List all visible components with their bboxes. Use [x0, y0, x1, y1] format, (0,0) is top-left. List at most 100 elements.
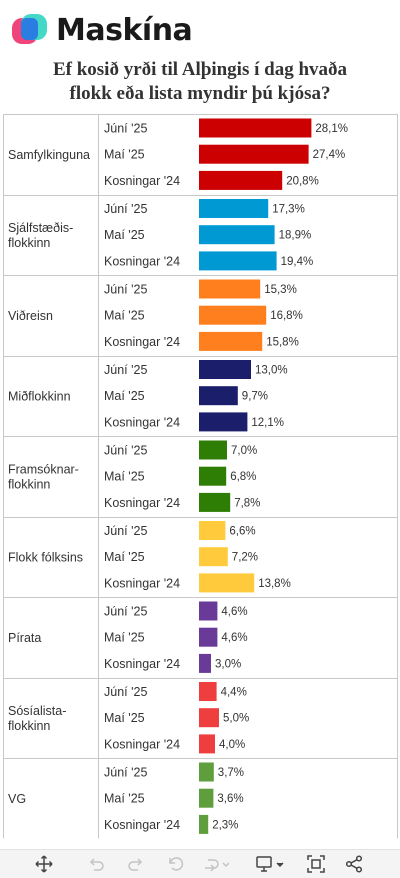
- party-label: Framsóknar-: [8, 462, 79, 476]
- move-icon[interactable]: [34, 854, 54, 874]
- bar: [199, 331, 263, 351]
- bar: [199, 573, 255, 593]
- value-label: 3,7%: [218, 767, 244, 779]
- party-label: Samfylkinguna: [8, 148, 90, 162]
- value-label: 17,3%: [272, 204, 305, 216]
- period-label: Maí '25: [104, 792, 145, 806]
- period-label: Júní '25: [104, 202, 147, 216]
- bar: [199, 466, 227, 486]
- download-icon[interactable]: [254, 854, 286, 874]
- party-label: Miðflokkinn: [8, 389, 71, 403]
- period-label: Kosningar '24: [104, 496, 180, 510]
- period-label: Júní '25: [104, 685, 147, 699]
- bar: [199, 601, 218, 621]
- bar: [199, 440, 227, 460]
- period-label: Kosningar '24: [104, 415, 180, 429]
- bar: [199, 734, 215, 754]
- value-label: 13,8%: [258, 578, 291, 590]
- bar: [199, 199, 269, 218]
- period-label: Maí '25: [104, 631, 145, 645]
- chart-title-line-1: Ef kosið yrði til Alþingis í dag hvaða: [52, 59, 348, 80]
- bar: [199, 521, 226, 540]
- period-label: Kosningar '24: [104, 254, 180, 268]
- value-label: 16,8%: [270, 310, 303, 322]
- value-label: 7,0%: [231, 445, 257, 457]
- value-label: 2,3%: [212, 819, 238, 831]
- value-label: 27,4%: [313, 149, 346, 161]
- period-label: Maí '25: [104, 389, 145, 403]
- bar: [199, 627, 218, 647]
- fullscreen-icon[interactable]: [306, 854, 326, 874]
- undo-icon[interactable]: [86, 854, 106, 874]
- value-label: 4,4%: [221, 687, 247, 699]
- period-label: Júní '25: [104, 122, 147, 136]
- bar: [199, 386, 238, 406]
- period-label: Maí '25: [104, 711, 145, 725]
- chart-title-line-2: flokk eða lista myndir þú kjósa?: [69, 83, 331, 104]
- bar: [199, 412, 248, 432]
- forward-icon[interactable]: [202, 854, 230, 874]
- value-label: 4,0%: [219, 739, 245, 751]
- redo-icon[interactable]: [126, 854, 146, 874]
- value-label: 13,0%: [255, 365, 288, 377]
- value-label: 7,8%: [234, 497, 260, 509]
- value-label: 5,0%: [223, 713, 249, 725]
- party-label: Flokk fólksins: [8, 550, 83, 564]
- bar: [199, 492, 231, 512]
- bar: [199, 547, 228, 567]
- value-label: 12,1%: [251, 417, 284, 429]
- bar: [199, 305, 267, 325]
- bar-chart: Samfylkinguna Júní '25 28,1% Maí '25 27,4% Ko…: [3, 114, 398, 839]
- value-label: 28,1%: [315, 123, 348, 135]
- value-label: 4,6%: [221, 632, 247, 644]
- bar: [199, 170, 283, 190]
- maskina-logo-icon: [12, 12, 48, 48]
- chart-title: Ef kosið yrði til Alþingis í dag hvaða f…: [0, 58, 400, 106]
- bar: [199, 144, 309, 164]
- period-label: Kosningar '24: [104, 174, 180, 188]
- period-label: Maí '25: [104, 470, 145, 484]
- bar: [199, 682, 217, 701]
- value-label: 20,8%: [286, 175, 319, 187]
- period-label: Maí '25: [104, 309, 145, 323]
- period-label: Kosningar '24: [104, 576, 180, 590]
- period-label: Júní '25: [104, 766, 147, 780]
- bar: [199, 251, 277, 271]
- bar: [199, 225, 275, 245]
- bar: [199, 788, 214, 808]
- bar: [199, 708, 219, 728]
- period-label: Kosningar '24: [104, 657, 180, 671]
- period-label: Kosningar '24: [104, 737, 180, 751]
- period-label: Júní '25: [104, 363, 147, 377]
- bar: [199, 653, 211, 673]
- value-label: 19,4%: [281, 256, 314, 268]
- value-label: 4,6%: [221, 606, 247, 618]
- reset-icon[interactable]: [166, 854, 186, 874]
- party-label: Sjálfstæðis-: [8, 221, 73, 235]
- period-label: Kosningar '24: [104, 818, 180, 832]
- brand-logo: Maskína: [12, 12, 193, 48]
- period-label: Júní '25: [104, 444, 147, 458]
- period-label: Júní '25: [104, 524, 147, 538]
- period-label: Maí '25: [104, 148, 145, 162]
- period-label: Maí '25: [104, 228, 145, 242]
- bar: [199, 814, 209, 834]
- bar: [199, 118, 312, 138]
- party-label: Pírata: [8, 631, 41, 645]
- party-label: flokkinn: [8, 719, 50, 733]
- brand-name: Maskína: [56, 12, 193, 48]
- period-label: Júní '25: [104, 605, 147, 619]
- value-label: 15,3%: [264, 284, 297, 296]
- value-label: 3,6%: [217, 793, 243, 805]
- value-label: 18,9%: [279, 230, 312, 242]
- value-label: 3,0%: [215, 658, 241, 670]
- share-icon[interactable]: [344, 854, 364, 874]
- period-label: Júní '25: [104, 283, 147, 297]
- party-label: Viðreisn: [8, 309, 53, 323]
- period-label: Kosningar '24: [104, 335, 180, 349]
- party-label: Sósíalista-: [8, 704, 66, 718]
- bar: [199, 360, 251, 379]
- value-label: 6,8%: [230, 471, 256, 483]
- bar: [199, 762, 214, 782]
- value-label: 7,2%: [232, 552, 258, 564]
